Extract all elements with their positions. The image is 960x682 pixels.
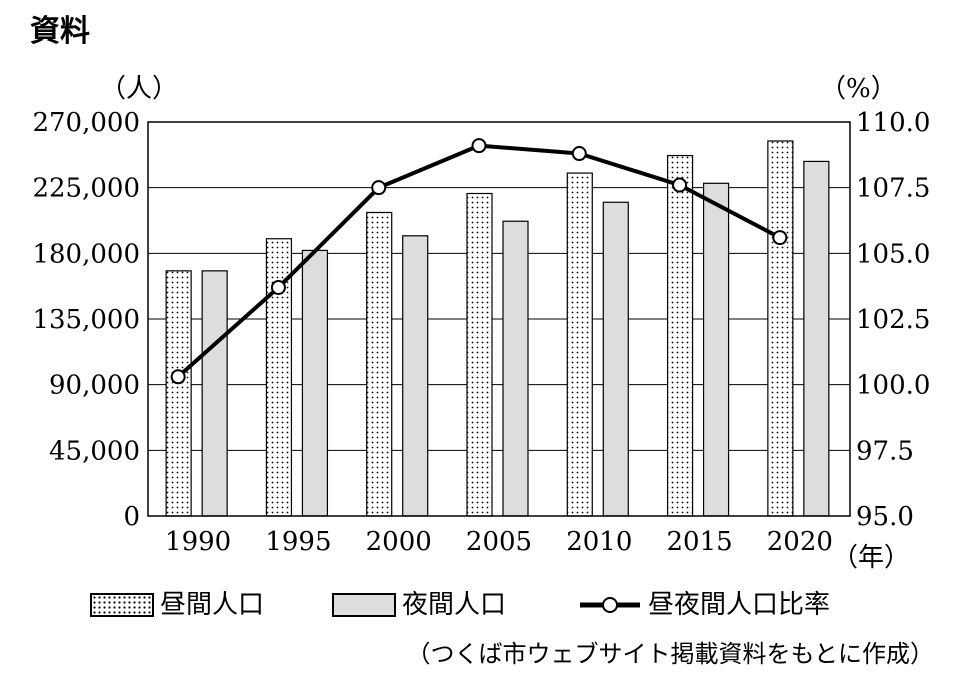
ratio-point: [672, 177, 688, 193]
x-tick-label: 2010: [566, 527, 632, 557]
x-tick-label: 2015: [666, 527, 732, 557]
daytime-bar: [767, 140, 794, 517]
x-tick-label: 2000: [366, 527, 432, 557]
right-tick-label: 105.0: [856, 239, 930, 269]
page-title: 資料: [30, 14, 90, 49]
right-tick-label: 102.5: [856, 305, 930, 335]
right-tick-label: 97.5: [856, 436, 914, 466]
gray-swatch-icon: [332, 593, 396, 617]
ratio-point: [772, 230, 788, 246]
plot-frame: [147, 121, 851, 517]
nighttime-bar: [702, 182, 730, 517]
daytime-bar: [466, 192, 493, 517]
daytime-bar: [666, 154, 694, 517]
left-tick-label: 270,000: [32, 108, 140, 138]
left-tick-label: 180,000: [32, 239, 140, 269]
right-tick-label: 107.5: [856, 174, 930, 204]
legend-item-nighttime: 夜間人口: [332, 585, 506, 625]
right-tick-label: 95.0: [856, 502, 914, 532]
legend-label-nighttime: 夜間人口: [402, 590, 507, 620]
nighttime-bar: [602, 201, 629, 517]
x-tick-label: 2005: [466, 527, 532, 557]
ratio-point: [571, 146, 587, 162]
ratio-point: [471, 138, 487, 154]
combo-chart: （人） （%） （年） 0 95.0 45,000 97.5 90,000 100.0 13…: [32, 74, 930, 573]
left-tick-label: 45,000: [49, 436, 140, 466]
legend-label-daytime: 昼間人口: [160, 590, 265, 620]
legend-item-daytime: 昼間人口: [90, 585, 264, 625]
nighttime-bar: [402, 235, 429, 517]
legend: 昼間人口 夜間人口 昼夜間人口比率: [90, 585, 910, 625]
left-tick-label: 90,000: [49, 371, 140, 401]
left-axis-label: （人）: [100, 74, 178, 104]
daytime-bar: [165, 270, 192, 517]
x-tick-label: 2020: [767, 527, 833, 557]
ratio-point: [170, 369, 186, 385]
right-axis-label: （%）: [820, 74, 897, 104]
x-axis-label: （年）: [832, 543, 910, 573]
daytime-bar: [366, 211, 393, 517]
left-tick-label: 0: [123, 502, 140, 532]
daytime-bar: [566, 172, 593, 517]
right-tick-label: 100.0: [856, 371, 930, 401]
ratio-point: [371, 180, 387, 196]
right-tick-label: 110.0: [856, 108, 930, 138]
source-note: （つくば市ウェブサイト掲載資料をもとに作成）: [406, 640, 934, 668]
nighttime-bar: [803, 160, 830, 517]
nighttime-bar: [301, 249, 329, 517]
left-tick-label: 135,000: [32, 305, 140, 335]
line-marker-swatch-icon: [580, 597, 640, 613]
ratio-point: [270, 279, 286, 295]
x-tick-label: 1990: [165, 527, 231, 557]
legend-item-ratio: 昼夜間人口比率: [578, 585, 830, 625]
left-tick-label: 225,000: [32, 174, 140, 204]
x-tick-label: 1995: [265, 527, 331, 557]
nighttime-bar: [502, 220, 529, 517]
legend-label-ratio: 昼夜間人口比率: [648, 590, 831, 620]
dotted-swatch-icon: [90, 593, 154, 617]
nighttime-bar: [201, 270, 228, 517]
